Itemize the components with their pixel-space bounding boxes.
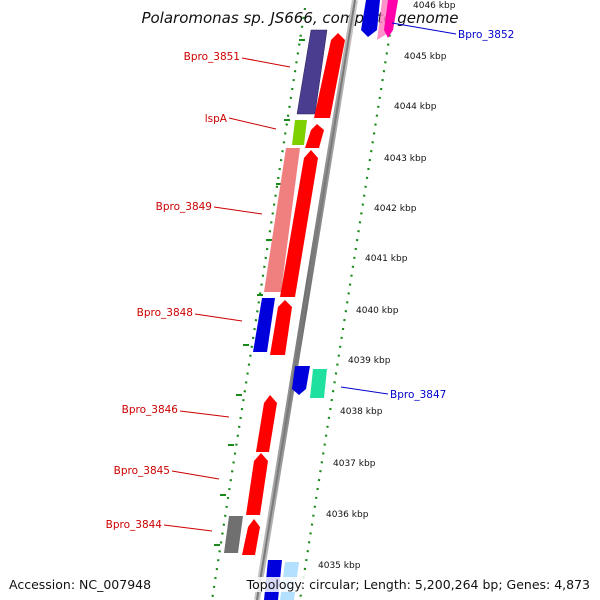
scale-label: 4035 kbp bbox=[318, 561, 361, 571]
gene-label[interactable]: Bpro_3846 bbox=[122, 404, 179, 416]
feature-bpro-3852-magenta[interactable] bbox=[384, 0, 398, 38]
cog-features bbox=[224, 29, 328, 553]
gene-label[interactable]: Bpro_3847 bbox=[390, 389, 446, 401]
feature-bpro-3847-blue[interactable] bbox=[292, 366, 310, 395]
scale-label: 4036 kbp bbox=[326, 510, 369, 520]
scale-label: 4043 kbp bbox=[384, 154, 427, 164]
scale-label: 4046 kbp bbox=[413, 1, 456, 11]
map-title: Polaromonas sp. JS666, complete genome bbox=[141, 9, 458, 27]
gene-label[interactable]: Bpro_3849 bbox=[156, 201, 212, 213]
gene-label[interactable]: Bpro_3851 bbox=[184, 51, 240, 63]
feature-bpro-3852-blue[interactable] bbox=[361, 0, 380, 37]
cds-features bbox=[242, 33, 345, 555]
feature-bpro-3848-cog[interactable] bbox=[253, 298, 275, 352]
scale-label: 4037 kbp bbox=[333, 459, 376, 469]
gene-label[interactable]: Bpro_3844 bbox=[106, 519, 163, 531]
cds-bpro-3845[interactable] bbox=[246, 453, 268, 515]
label-leaders bbox=[163, 22, 457, 532]
inner-dotted-track-right bbox=[298, 7, 396, 600]
cds-bpro-3849[interactable] bbox=[280, 150, 318, 297]
feature-bpro-3847-teal[interactable] bbox=[310, 369, 327, 398]
scale-label: 4038 kbp bbox=[340, 407, 383, 417]
scale-label: 4042 kbp bbox=[374, 204, 417, 214]
scale-label: 4044 kbp bbox=[394, 102, 437, 112]
accession-text: Accession: NC_007948 bbox=[9, 577, 152, 592]
cds-lspa[interactable] bbox=[305, 124, 324, 148]
scale-label: 4045 kbp bbox=[404, 52, 447, 62]
scale-label: 4040 kbp bbox=[356, 306, 399, 316]
gene-label[interactable]: Bpro_3848 bbox=[137, 307, 193, 319]
feature-bpro-3849-cog[interactable] bbox=[264, 148, 300, 292]
outer-dotted-track-left bbox=[210, 7, 307, 600]
scale-labels: 4046 kbp 4045 kbp 4044 kbp 4043 kbp 4042… bbox=[318, 1, 456, 571]
gene-label[interactable]: lspA bbox=[205, 113, 228, 125]
cds-bpro-3844[interactable] bbox=[242, 519, 260, 555]
feature-bpro-3844-cog[interactable] bbox=[224, 516, 243, 553]
cds-bpro-3851[interactable] bbox=[314, 33, 345, 118]
gene-label[interactable]: Bpro_3852 bbox=[458, 29, 514, 41]
gene-labels: Bpro_3851 lspA Bpro_3849 Bpro_3848 Bpro_… bbox=[106, 29, 515, 531]
scale-label: 4039 kbp bbox=[348, 356, 391, 366]
genome-backbone-core bbox=[256, 0, 356, 600]
cds-bpro-3846[interactable] bbox=[256, 395, 277, 452]
scale-label: 4041 kbp bbox=[365, 254, 408, 264]
gene-label[interactable]: Bpro_3845 bbox=[114, 465, 170, 477]
topology-text: Topology: circular; Length: 5,200,264 bp… bbox=[246, 577, 590, 592]
feature-lspa-cog[interactable] bbox=[292, 120, 307, 145]
cds-bpro-3848[interactable] bbox=[270, 300, 292, 355]
